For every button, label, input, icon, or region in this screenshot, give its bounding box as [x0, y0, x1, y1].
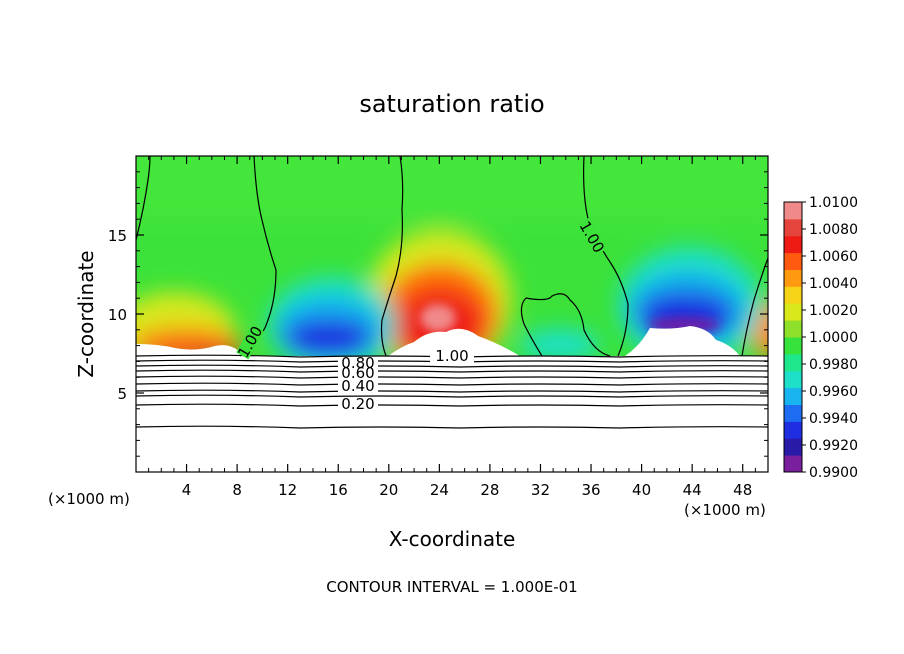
- colorbar-tick-label: 1.0100: [809, 195, 858, 211]
- colorbar-tick-label: 0.9920: [809, 438, 858, 454]
- contour-line-upper-5: [583, 156, 629, 357]
- svg-text:1.00: 1.00: [435, 347, 468, 365]
- colorbar-band: [784, 337, 802, 355]
- contour-line-0-50: [136, 382, 768, 386]
- x-axis-unit-right: (×1000 m): [684, 501, 766, 519]
- colorbar-band: [784, 286, 802, 304]
- contour-label-1-00-center: 1.00: [430, 347, 474, 365]
- x-tick-label: 20: [379, 481, 398, 499]
- x-tick-label: 28: [480, 481, 499, 499]
- x-axis: 4 8 12 16 20 24 28 32 36 40 44 48: [148, 156, 756, 499]
- colorbar-tick-label: 1.0020: [809, 303, 858, 319]
- contour-line-0-80: [136, 364, 768, 368]
- field-mid-pink: [420, 304, 456, 332]
- colorbar-tick-label: 1.0060: [809, 249, 858, 265]
- chart-title: saturation ratio: [359, 90, 544, 118]
- colorbar-tick-label: 1.0040: [809, 276, 858, 292]
- colorbar-band: [784, 218, 802, 237]
- y-tick-label: 10: [108, 306, 127, 324]
- y-axis: 5 10 15: [108, 171, 768, 457]
- x-axis-label: X-coordinate: [389, 527, 516, 551]
- x-tick-label: 40: [632, 481, 651, 499]
- x-tick-label: 48: [733, 481, 752, 499]
- colorbar-tick-label: 0.9980: [809, 357, 858, 373]
- colorbar-tick-label: 0.9960: [809, 384, 858, 400]
- contour-label-0-60: 0.60: [338, 364, 378, 382]
- svg-text:0.20: 0.20: [341, 395, 374, 413]
- colorbar: 1.0100 1.0080 1.0060 1.0040 1.0020 1.0000 0.99…: [783, 195, 858, 481]
- colorbar-band: [784, 421, 802, 439]
- contour-label-0-40: 0.40: [338, 377, 378, 395]
- x-tick-label: 36: [581, 481, 600, 499]
- x-tick-label: 32: [531, 481, 550, 499]
- footer-note: CONTOUR INTERVAL = 1.000E-01: [326, 578, 577, 596]
- saturated-region-left: [136, 344, 244, 356]
- colorbar-band: [784, 455, 802, 473]
- y-tick-label: 15: [108, 227, 127, 245]
- y-axis-label: Z-coordinate: [74, 250, 98, 377]
- svg-text:0.80: 0.80: [341, 354, 374, 372]
- x-tick-label: 4: [182, 481, 192, 499]
- contour-line-upper-6: [741, 257, 768, 357]
- field-upper-green: [136, 156, 768, 220]
- contour-line-0-60: [136, 375, 768, 379]
- contour-line-0-40: [136, 389, 768, 393]
- colorbar-tick-label: 0.9940: [809, 411, 858, 427]
- colorbar-band: [784, 387, 802, 405]
- colorbar-band: [784, 235, 802, 254]
- x-tick-label: 44: [683, 481, 702, 499]
- contour-line-0-70: [136, 369, 768, 373]
- x-tick-label: 8: [232, 481, 242, 499]
- colorbar-band: [784, 303, 802, 321]
- colorbar-tick-label: 1.0000: [809, 330, 858, 346]
- x-tick-label: 16: [329, 481, 348, 499]
- field-lower-blank: [136, 356, 768, 472]
- colorbar-tick-label: 0.9900: [809, 465, 858, 481]
- contour-line-upper-3: [380, 156, 404, 357]
- contour-line-upper-2: [239, 156, 277, 357]
- colorbar-band: [784, 252, 802, 270]
- contour-label-0-80: 0.80: [338, 354, 378, 372]
- colorbar-band: [784, 370, 802, 389]
- contour-line-upper-1: [136, 156, 151, 241]
- saturated-region-mid: [388, 328, 520, 356]
- plot-area: 1.00 1.00 1.00 0.80 0.60 0.40: [136, 156, 768, 472]
- colorbar-band: [784, 202, 802, 220]
- x-tick-label: 12: [278, 481, 297, 499]
- saturation-field: [136, 156, 768, 373]
- x-axis-unit-left: (×1000 m): [48, 490, 130, 508]
- colorbar-tick-label: 1.0080: [809, 222, 858, 238]
- colorbar-band: [784, 320, 802, 338]
- colorbar-band: [784, 404, 802, 422]
- contour-line-upper-4: [520, 293, 611, 357]
- y-tick-label: 5: [117, 385, 127, 403]
- svg-text:0.60: 0.60: [341, 364, 374, 382]
- colorbar-band: [784, 269, 802, 287]
- field-blue1-dark: [284, 320, 372, 356]
- colorbar-band: [784, 438, 802, 456]
- saturated-region-right: [625, 326, 740, 356]
- contour-line-0-10: [136, 425, 768, 429]
- x-tick-label: 24: [430, 481, 449, 499]
- contour-label-0-20: 0.20: [338, 395, 378, 413]
- svg-text:0.40: 0.40: [341, 377, 374, 395]
- colorbar-band: [784, 353, 802, 372]
- contour-line-0-30: [136, 394, 768, 398]
- contour-line-0-20: [136, 403, 768, 407]
